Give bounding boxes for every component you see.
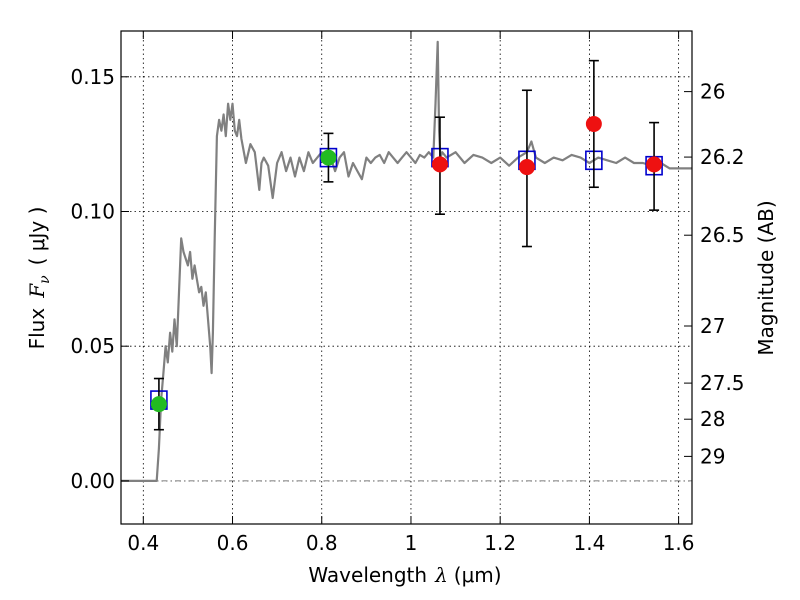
x-tick-label: 1.2 xyxy=(484,531,516,555)
x-axis-title-unit: (μm) xyxy=(454,563,502,587)
x-tick-label: 1.4 xyxy=(573,531,605,555)
y-axis-title: Flux Fν ( μJy ) xyxy=(25,207,53,350)
observed-point xyxy=(320,149,337,166)
tick-layer xyxy=(121,31,692,524)
x-axis-title-text: Wavelength xyxy=(308,563,427,587)
mag-tick-label: 26.2 xyxy=(700,145,745,169)
y-tick-label: 0.05 xyxy=(70,334,115,358)
tick-label-layer: 0.4 0.6 0.8 1 1.2 1.4 1.6 0.00 0.05 0.10 0.15 26 26.… xyxy=(70,65,744,555)
y-axis-title-unit: ( μJy ) xyxy=(25,207,49,266)
observed-point xyxy=(585,115,602,132)
observed-point xyxy=(150,396,167,413)
x-tick-label: 1 xyxy=(405,531,418,555)
y2-axis-title: Magnitude (AB) xyxy=(754,200,778,355)
x-tick-label: 0.6 xyxy=(217,531,249,555)
y-tick-label: 0.15 xyxy=(70,65,115,89)
observed-point xyxy=(646,156,663,173)
y-tick-label: 0.00 xyxy=(70,469,115,493)
x-axis-title-symbol: λ xyxy=(434,563,448,587)
marker-layer xyxy=(150,59,663,431)
mag-tick-label: 28 xyxy=(700,407,725,431)
mag-tick-label: 26 xyxy=(700,80,725,104)
x-tick-label: 0.8 xyxy=(306,531,338,555)
y-axis-title-text: Flux xyxy=(25,308,49,350)
observed-point xyxy=(431,156,448,173)
mag-tick-label: 29 xyxy=(700,444,725,468)
plot-area xyxy=(121,31,692,524)
x-tick-label: 1.6 xyxy=(663,531,695,555)
observed-point xyxy=(518,159,535,176)
mag-tick-label: 27 xyxy=(700,314,725,338)
mag-tick-label: 26.5 xyxy=(700,223,745,247)
x-tick-label: 0.4 xyxy=(127,531,159,555)
plot-frame xyxy=(120,30,693,525)
y-tick-label: 0.10 xyxy=(70,199,115,223)
x-axis-title: Wavelength λ (μm) xyxy=(308,563,501,587)
y-axis-title-symbol: F xyxy=(25,283,49,299)
mag-tick-label: 27.5 xyxy=(700,371,745,395)
y-axis-title-subscript: ν xyxy=(37,275,53,284)
